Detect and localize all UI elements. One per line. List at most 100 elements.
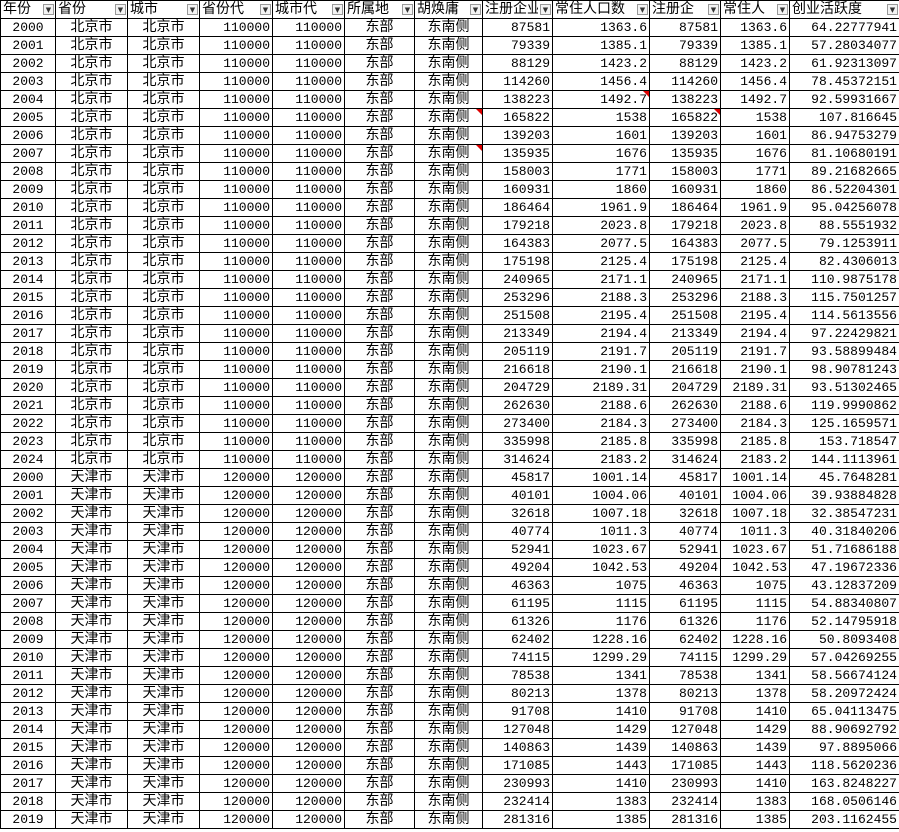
filter-button[interactable]: ▼	[777, 4, 788, 15]
cell: 120000	[199, 522, 273, 541]
cell: 45817	[649, 468, 721, 487]
cell: 1429	[552, 720, 650, 739]
cell: 120000	[272, 486, 345, 505]
cell: 110000	[199, 234, 273, 253]
header-label: 省份	[58, 1, 86, 18]
column-header: 所属地 ▼	[344, 0, 415, 19]
cell: 1001.14	[552, 468, 650, 487]
cell: 144.1113961	[789, 450, 899, 469]
cell: 160931	[649, 180, 721, 199]
cell: 东部	[344, 216, 415, 235]
cell: 1676	[552, 144, 650, 163]
table-row: 2016 北京市 北京市 110000 110000 东部 东南侧 251508 2195.4 2…	[0, 306, 899, 325]
cell: 东部	[344, 576, 415, 595]
cell: 110000	[272, 360, 345, 379]
cell: 2015	[0, 738, 56, 757]
cell: 北京市	[127, 378, 200, 397]
cell: 49204	[482, 558, 553, 577]
cell: 2013	[0, 702, 56, 721]
cell: 110000	[199, 18, 273, 37]
cell: 97.22429821	[789, 324, 899, 343]
table-row: 2010 北京市 北京市 110000 110000 东部 东南侧 186464 1961.9 1…	[0, 198, 899, 217]
cell: 1176	[552, 612, 650, 631]
filter-button[interactable]: ▼	[43, 4, 54, 15]
cell: 120000	[272, 666, 345, 685]
filter-button[interactable]: ▼	[332, 4, 343, 15]
cell: 东部	[344, 738, 415, 757]
filter-button[interactable]: ▼	[470, 4, 481, 15]
cell: 114260	[649, 72, 721, 91]
table-row: 2009 北京市 北京市 110000 110000 东部 东南侧 160931 1860 160…	[0, 180, 899, 199]
cell: 2171.1	[552, 270, 650, 289]
cell: 120000	[272, 594, 345, 613]
cell: 北京市	[127, 18, 200, 37]
cell: 天津市	[55, 486, 128, 505]
cell: 1456.4	[552, 72, 650, 91]
cell: 110000	[199, 324, 273, 343]
cell: 2019	[0, 810, 56, 829]
cell: 115.7501257	[789, 288, 899, 307]
filter-button[interactable]: ▼	[637, 4, 648, 15]
cell: 186464	[649, 198, 721, 217]
cell: 140863	[482, 738, 553, 757]
cell: 110000	[272, 90, 345, 109]
filter-button[interactable]: ▼	[887, 4, 898, 15]
cell: 2188.6	[720, 396, 790, 415]
cell: 1176	[720, 612, 790, 631]
cell: 东南侧	[414, 612, 483, 631]
cell: 74115	[482, 648, 553, 667]
header-label: 城市代	[275, 1, 317, 18]
cell: 北京市	[127, 162, 200, 181]
cell: 2024	[0, 450, 56, 469]
filter-button[interactable]: ▼	[187, 4, 198, 15]
cell: 87581	[649, 18, 721, 37]
cell: 110000	[199, 252, 273, 271]
cell: 110000	[272, 216, 345, 235]
cell: 62402	[649, 630, 721, 649]
filter-button[interactable]: ▼	[402, 4, 413, 15]
cell: 东南侧	[414, 522, 483, 541]
cell: 2009	[0, 180, 56, 199]
cell: 2184.3	[552, 414, 650, 433]
filter-button[interactable]: ▼	[260, 4, 271, 15]
cell: 110000	[199, 162, 273, 181]
cell: 1363.6	[720, 18, 790, 37]
cell: 东部	[344, 792, 415, 811]
cell: 98.90781243	[789, 360, 899, 379]
filter-button[interactable]: ▼	[540, 4, 551, 15]
cell: 2020	[0, 378, 56, 397]
cell: 110000	[272, 306, 345, 325]
cell: 120000	[272, 576, 345, 595]
cell: 北京市	[127, 396, 200, 415]
table-row: 2003 天津市 天津市 120000 120000 东部 东南侧 40774 1011.3 40…	[0, 522, 899, 541]
cell: 1601	[720, 126, 790, 145]
cell: 46363	[482, 576, 553, 595]
cell: 57.28034077	[789, 36, 899, 55]
cell: 281316	[482, 810, 553, 829]
filter-button[interactable]: ▼	[115, 4, 126, 15]
cell: 1860	[720, 180, 790, 199]
cell: 51.71686188	[789, 540, 899, 559]
cell: 1023.67	[552, 540, 650, 559]
header-label: 常住人口数	[555, 1, 625, 18]
cell: 东南侧	[414, 468, 483, 487]
cell: 1383	[720, 792, 790, 811]
cell: 东部	[344, 378, 415, 397]
table-row: 2018 天津市 天津市 120000 120000 东部 东南侧 232414 1383 232…	[0, 792, 899, 811]
cell: 东南侧	[414, 666, 483, 685]
cell: 61.92313097	[789, 54, 899, 73]
cell: 东南侧	[414, 72, 483, 91]
cell: 240965	[482, 270, 553, 289]
filter-button[interactable]: ▼	[708, 4, 719, 15]
cell: 65.04113475	[789, 702, 899, 721]
cell: 东南侧	[414, 630, 483, 649]
cell: 1115	[552, 594, 650, 613]
cell: 88.5551932	[789, 216, 899, 235]
cell: 110000	[199, 90, 273, 109]
cell: 1378	[552, 684, 650, 703]
cell: 110000	[272, 288, 345, 307]
cell: 110000	[272, 234, 345, 253]
cell: 120000	[272, 630, 345, 649]
table-row: 2008 北京市 北京市 110000 110000 东部 东南侧 158003 1771 158…	[0, 162, 899, 181]
